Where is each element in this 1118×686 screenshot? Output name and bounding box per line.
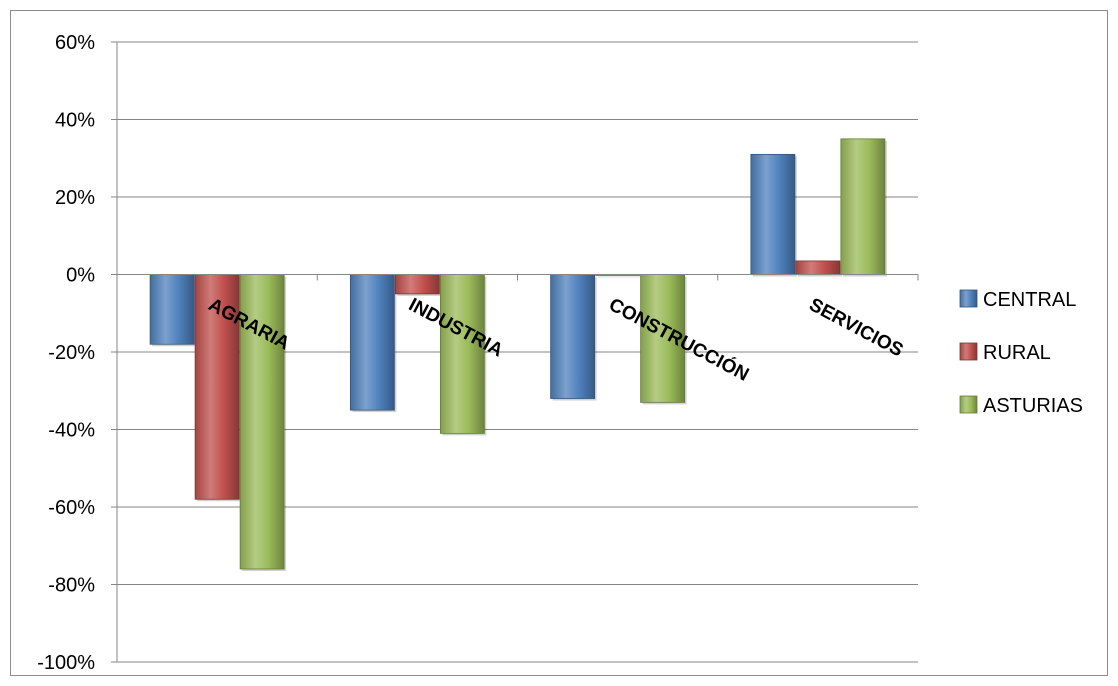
y-axis-tick-labels: 60% 40% 20% 0% -20% -40% -60% -80% -100% xyxy=(37,32,95,674)
bar-central-agraria xyxy=(149,274,195,345)
legend-swatch-central xyxy=(959,289,978,308)
bar-central-industria xyxy=(349,274,395,411)
y-tick-label: 20% xyxy=(55,187,95,209)
bar-asturias-construcción xyxy=(640,274,686,403)
legend-label-rural: RURAL xyxy=(983,342,1051,364)
bar-rural-servicios xyxy=(795,260,841,275)
y-tick-label: 60% xyxy=(55,32,95,54)
axes xyxy=(116,42,919,662)
bars xyxy=(149,138,887,571)
y-tick-label: -60% xyxy=(48,497,95,519)
y-tick-label: 0% xyxy=(66,265,95,287)
legend-label-central: CENTRAL xyxy=(983,289,1076,311)
bar-central-servicios xyxy=(750,153,796,275)
y-tick-label: -20% xyxy=(48,342,95,364)
legend-label-asturias: ASTURIAS xyxy=(983,395,1083,417)
bar-rural-agraria xyxy=(194,274,240,500)
bar-asturias-servicios xyxy=(840,138,886,275)
bar-asturias-industria xyxy=(439,274,485,434)
y-tick-label: 40% xyxy=(55,110,95,132)
bar-shadow xyxy=(597,276,642,278)
bar-central-construcción xyxy=(550,274,596,399)
legend-swatch-rural xyxy=(959,342,978,361)
legend: CENTRAL RURAL ASTURIAS xyxy=(959,289,1083,417)
y-tick-label: -40% xyxy=(48,420,95,442)
legend-swatch-asturias xyxy=(959,395,978,414)
bar-asturias-agraria xyxy=(239,274,285,570)
y-tick-label: -80% xyxy=(48,575,95,597)
chart-frame xyxy=(10,10,1108,676)
category-label: SERVICIOS xyxy=(806,294,907,361)
bar-rural-industria xyxy=(394,274,440,295)
y-tick-label: -100% xyxy=(37,652,95,674)
